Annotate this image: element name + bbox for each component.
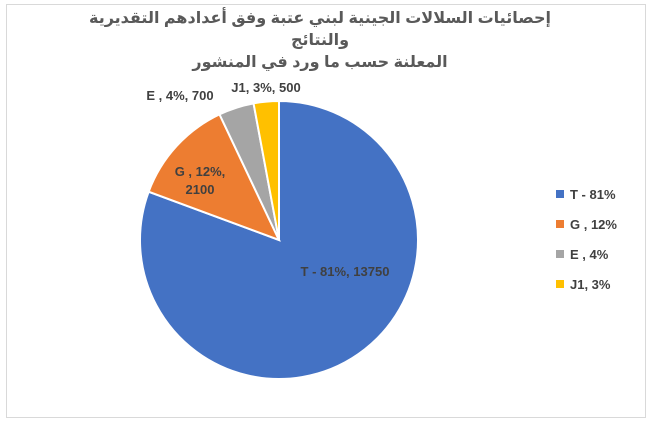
legend-swatch — [556, 220, 564, 228]
pie-slice-t — [139, 99, 419, 380]
data-label-g: G , 12%, 2100 — [175, 164, 226, 197]
data-label-e: E , 4%, 700 — [146, 88, 213, 103]
data-label-t: T - 81%, 13750 — [301, 264, 390, 279]
pie-slice-j1 — [252, 99, 280, 241]
legend-label: J1, 3% — [570, 276, 611, 292]
legend-item-e: E , 4% — [556, 245, 617, 263]
legend-item-t: T - 81% — [556, 185, 617, 203]
chart-title-line-2: المعلنة حسب ما ورد في المنشور — [192, 54, 448, 71]
legend-item-j1: J1, 3% — [556, 275, 617, 293]
pie-slice-g — [147, 113, 281, 242]
data-label-j1: J1, 3%, 500 — [231, 80, 300, 95]
legend-label: E , 4% — [570, 246, 609, 262]
legend-item-g: G , 12% — [556, 215, 617, 233]
legend: T - 81% G , 12% E , 4% J1, 3% — [556, 185, 617, 305]
chart-title: إحصائيات السلالات الجينية لبني عتبة وفق … — [60, 8, 580, 74]
legend-label: T - 81% — [570, 186, 616, 202]
legend-swatch — [556, 250, 564, 258]
legend-swatch — [556, 190, 564, 198]
legend-label: G , 12% — [570, 216, 617, 232]
legend-swatch — [556, 280, 564, 288]
chart-title-line-1: إحصائيات السلالات الجينية لبني عتبة وفق … — [88, 10, 551, 49]
